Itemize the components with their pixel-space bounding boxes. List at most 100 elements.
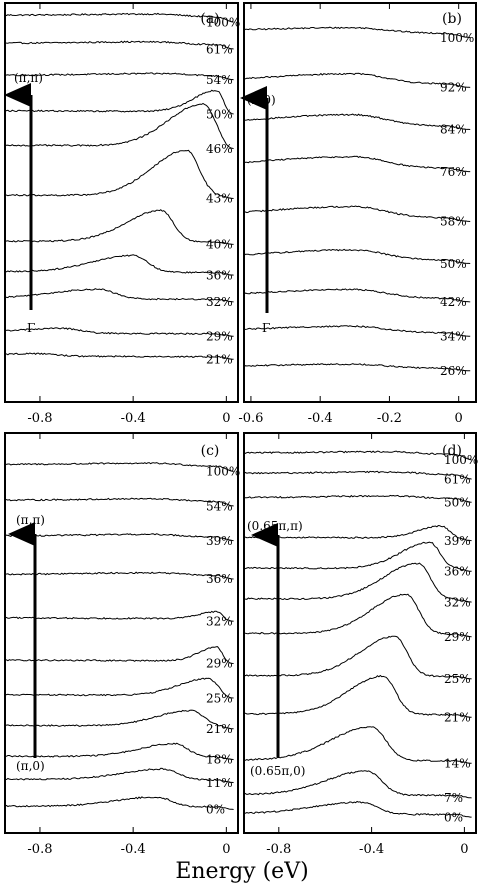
spectrum-curve [4, 40, 234, 50]
spectrum-curve [4, 677, 234, 699]
k-point-label-bottom: (0.65π,0) [250, 764, 305, 778]
spectrum-curve [4, 72, 234, 81]
x-tick-label: -0.4 [121, 411, 146, 426]
x-tick-label: -0.2 [377, 411, 402, 426]
curve-label: 100% [444, 453, 478, 467]
curve-label: 26% [440, 364, 467, 378]
curve-label: 7% [444, 791, 463, 805]
spectrum-curve [4, 610, 234, 622]
curve-label: 76% [440, 165, 467, 179]
spectrum-curve [243, 450, 472, 461]
curve-label: 0% [206, 803, 225, 817]
curve-label: 25% [206, 691, 233, 705]
k-point-label-top: (0.65π,π) [247, 519, 303, 533]
k-point-label-bottom: Γ [27, 321, 35, 335]
spectrum-curve [4, 767, 234, 784]
curve-label: 54% [206, 73, 233, 87]
x-tick-label: -0.8 [27, 411, 52, 426]
spectrum-curve [4, 12, 234, 23]
panel-frame [4, 432, 239, 834]
spectrum-curve [4, 742, 234, 761]
curve-label: 29% [444, 630, 471, 644]
spectrum-curve [244, 562, 472, 603]
curve-label: 21% [444, 710, 471, 724]
k-point-label-bottom: (π,0) [16, 759, 45, 773]
spectrum-curve [4, 254, 234, 276]
x-tick-label: -0.8 [266, 842, 291, 857]
curve-label: 84% [440, 123, 467, 137]
k-point-label-top: (π,0) [247, 93, 276, 107]
x-tick-label: 0 [460, 842, 468, 857]
spectrum-curve [243, 72, 471, 88]
k-point-label-top: (π,π) [14, 71, 43, 85]
spectrum-curve [4, 796, 234, 810]
k-point-label-bottom: Γ [262, 321, 270, 335]
curve-label: 58% [440, 215, 467, 229]
spectrum-curve [243, 248, 471, 264]
curve-label: 36% [444, 565, 471, 579]
spectrum-curve [4, 209, 234, 245]
curve-label: 40% [206, 238, 233, 252]
curve-label: 43% [206, 192, 233, 206]
spectrum-curve [243, 726, 472, 764]
curve-label: 21% [206, 722, 233, 736]
spectrum-curve [243, 674, 472, 718]
curve-label: 34% [440, 330, 467, 344]
curve-label: 61% [444, 472, 471, 486]
curve-label: 32% [206, 614, 233, 628]
spectrum-curve [4, 288, 234, 303]
curve-label: 18% [206, 753, 233, 767]
spectrum-curve [4, 149, 234, 199]
spectrum-curve [4, 646, 234, 664]
curve-label: 39% [206, 534, 233, 548]
curve-label: 50% [444, 495, 471, 509]
spectrum-curve [243, 325, 471, 337]
curve-label: 42% [440, 295, 467, 309]
x-tick-label: 0 [455, 411, 463, 426]
spectrum-curve [4, 709, 234, 730]
curve-label: 29% [206, 657, 233, 671]
spectrum-curve [4, 352, 234, 360]
curve-label: 100% [206, 465, 240, 479]
spectrum-curve [243, 205, 471, 222]
curve-label: 92% [440, 81, 467, 95]
curve-label: 100% [206, 15, 240, 29]
spectrum-curve [4, 462, 234, 472]
k-point-label-top: (π,π) [16, 513, 45, 527]
curve-label: 29% [206, 330, 233, 344]
x-tick-label: -0.4 [308, 411, 333, 426]
x-tick-label: -0.4 [359, 842, 384, 857]
x-tick-label: -0.6 [238, 411, 263, 426]
curve-label: 36% [206, 268, 233, 282]
spectrum-curve [4, 89, 234, 115]
curve-label: 61% [206, 42, 233, 56]
spectrum-curve [243, 470, 472, 480]
x-tick-label: -0.8 [27, 842, 52, 857]
x-axis-label: Energy (eV) [175, 859, 308, 884]
curve-label: 25% [444, 672, 471, 686]
curve-label: 39% [444, 534, 471, 548]
spectrum-curve [4, 102, 234, 150]
spectrum-curve [243, 770, 472, 799]
curve-label: 11% [206, 776, 233, 790]
spectrum-curve [4, 533, 234, 542]
spectrum-curve [243, 113, 471, 130]
spectrum-curve [244, 524, 472, 542]
curve-label: 54% [206, 499, 233, 513]
curve-label: 36% [206, 572, 233, 586]
spectrum-curve [243, 593, 472, 638]
spectrum-curve [4, 327, 234, 337]
x-tick-label: 0 [222, 842, 230, 857]
spectrum-curve [243, 155, 471, 173]
curve-label: 14% [444, 757, 471, 771]
curve-label: 0% [444, 810, 463, 824]
spectrum-curve [243, 635, 472, 680]
spectrum-curve [243, 288, 471, 303]
curve-label: 100% [440, 31, 474, 45]
spectrum-curve [4, 571, 234, 580]
panel-frame [4, 2, 239, 403]
panel-tag: (c) [201, 443, 220, 459]
curve-label: 50% [206, 107, 233, 121]
curve-label: 46% [206, 142, 233, 156]
panel-tag: (a) [200, 11, 219, 27]
